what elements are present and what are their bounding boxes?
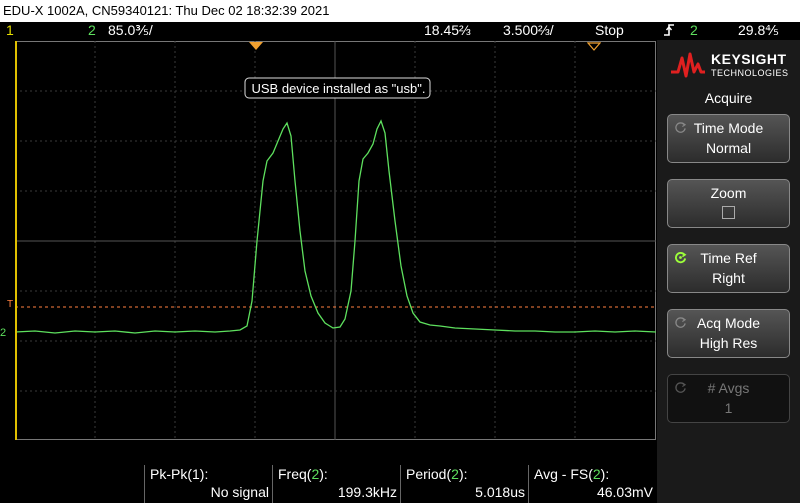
- ch2-ground-marker: 2: [0, 327, 6, 339]
- brand-sub: TECHNOLOGIES: [711, 68, 789, 78]
- avgs-label: # Avgs: [668, 380, 789, 396]
- time-mode-value: Normal: [668, 140, 789, 156]
- time-ref-value: Right: [668, 270, 789, 286]
- time-mode-label: Time Mode: [668, 120, 789, 136]
- ch1-label[interactable]: 1: [6, 22, 14, 39]
- run-state[interactable]: Stop: [595, 22, 624, 39]
- keysight-logo: KEYSIGHT TECHNOLOGIES: [667, 48, 795, 83]
- measurement-label: Period(2):: [406, 466, 468, 482]
- ch2-label[interactable]: 2: [88, 22, 96, 39]
- trigger-level[interactable]: 29.8⅘: [738, 22, 779, 39]
- measurement-pkpk[interactable]: Pk-Pk(1): No signal: [144, 465, 273, 503]
- time-ref-marker: [587, 42, 601, 52]
- zoom-checkbox[interactable]: [722, 206, 735, 219]
- trigger-source[interactable]: 2: [690, 22, 698, 39]
- ch2-scale[interactable]: 85.0⅗/: [108, 22, 153, 39]
- measurement-value: 46.03mV: [597, 484, 653, 500]
- time-ref-label: Time Ref: [668, 250, 789, 266]
- avgs-softkey[interactable]: # Avgs 1: [667, 374, 790, 423]
- trigger-level-tag: T: [7, 299, 13, 310]
- measurement-period[interactable]: Period(2): 5.018us: [400, 465, 529, 503]
- avgs-value: 1: [668, 400, 789, 416]
- time-ref-softkey[interactable]: Time Ref Right: [667, 244, 790, 293]
- brand-name: KEYSIGHT: [711, 51, 787, 67]
- zoom-label: Zoom: [668, 185, 789, 201]
- measurement-label: Freq(2):: [278, 466, 328, 482]
- time-mode-softkey[interactable]: Time Mode Normal: [667, 114, 790, 163]
- trigger-edge-icon: [662, 22, 676, 42]
- measurement-label: Avg - FS(2):: [534, 466, 609, 482]
- acq-mode-value: High Res: [668, 335, 789, 351]
- zoom-softkey[interactable]: Zoom: [667, 179, 790, 228]
- acq-mode-label: Acq Mode: [668, 315, 789, 331]
- menu-title: Acquire: [657, 90, 800, 106]
- trigger-position-marker: [249, 42, 263, 52]
- measurement-value: 5.018us: [475, 484, 525, 500]
- measurement-value: 199.3kHz: [338, 484, 397, 500]
- softkey-panel: KEYSIGHT TECHNOLOGIES Acquire Time Mode …: [657, 40, 800, 503]
- time-scale[interactable]: 18.45⅔: [424, 22, 471, 39]
- ch1-indicator-line: [15, 41, 17, 440]
- window-title: EDU-X 1002A, CN59340121: Thu Dec 02 18:3…: [0, 0, 800, 22]
- status-bar: 1 2 85.0⅗/ 18.45⅔ 3.500⅔/ Stop 2 29.8⅘: [0, 22, 800, 39]
- measurement-label: Pk-Pk(1):: [150, 466, 208, 482]
- keysight-wave-icon: [669, 50, 707, 80]
- delay-value[interactable]: 3.500⅔/: [503, 22, 554, 39]
- measurement-avg-fs[interactable]: Avg - FS(2): 46.03mV: [528, 465, 657, 503]
- measurement-freq[interactable]: Freq(2): 199.3kHz: [272, 465, 401, 503]
- acq-mode-softkey[interactable]: Acq Mode High Res: [667, 309, 790, 358]
- waveform-display[interactable]: USB device installed as "usb".: [15, 41, 656, 440]
- measurement-value: No signal: [211, 484, 269, 500]
- usb-message: USB device installed as "usb".: [246, 80, 431, 98]
- measurement-bar: Pk-Pk(1): No signal Freq(2): 199.3kHz Pe…: [0, 463, 657, 503]
